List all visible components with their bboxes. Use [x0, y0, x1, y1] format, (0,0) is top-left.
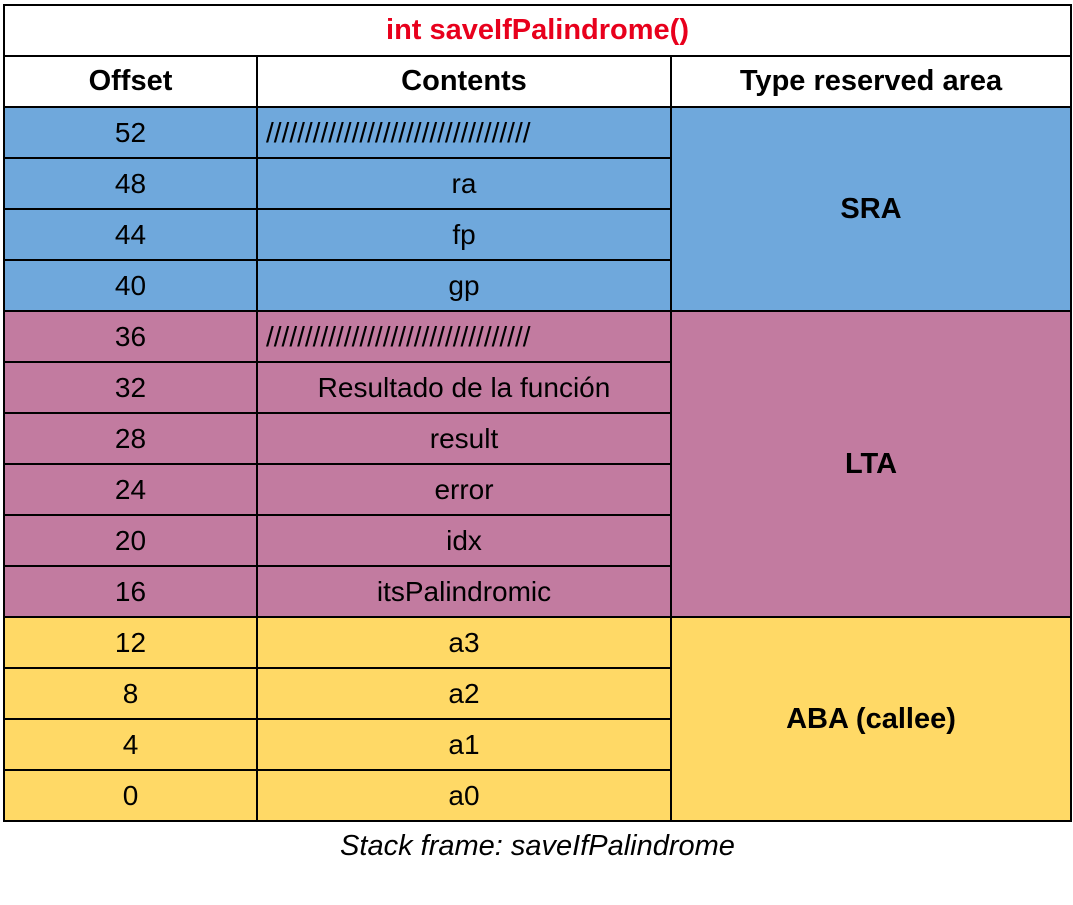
contents-cell: ra	[256, 157, 672, 210]
offset-cell: 4	[3, 718, 258, 771]
header-contents: Contents	[256, 55, 672, 108]
header-offset: Offset	[3, 55, 258, 108]
header-type: Type reserved area	[670, 55, 1072, 108]
table-row: 36//////////////////////////////////LTA	[3, 310, 1072, 618]
title-row: int saveIfPalindrome()	[3, 4, 1072, 57]
contents-cell: a3	[256, 616, 672, 669]
table-row: 12 a3 ABA (callee)	[3, 616, 1072, 822]
contents-cell: //////////////////////////////////	[256, 106, 672, 159]
contents-cell: gp	[256, 259, 672, 312]
offset-cell: 40	[3, 259, 258, 312]
contents-cell: a2	[256, 667, 672, 720]
offset-cell: 20	[3, 514, 258, 567]
contents-cell: result	[256, 412, 672, 465]
offset-cell: 0	[3, 769, 258, 822]
caption-row: Stack frame: saveIfPalindrome	[4, 820, 1071, 871]
header-row: Offset Contents Type reserved area	[3, 55, 1072, 108]
offset-cell: 44	[3, 208, 258, 261]
offset-cell: 24	[3, 463, 258, 516]
table-caption: Stack frame: saveIfPalindrome	[4, 820, 1071, 871]
contents-cell: fp	[256, 208, 672, 261]
area-label-aba: ABA (callee)	[670, 616, 1072, 822]
offset-cell: 36	[3, 310, 258, 363]
contents-cell: a0	[256, 769, 672, 822]
contents-cell: itsPalindromic	[256, 565, 672, 618]
stack-frame-table: int saveIfPalindrome() Offset Contents T…	[3, 4, 1072, 871]
offset-cell: 16	[3, 565, 258, 618]
offset-cell: 12	[3, 616, 258, 669]
area-label-lta: LTA	[670, 310, 1072, 618]
offset-cell: 8	[3, 667, 258, 720]
contents-cell: //////////////////////////////////	[256, 310, 672, 363]
table-row: 52//////////////////////////////////SRA	[3, 106, 1072, 312]
contents-cell: idx	[256, 514, 672, 567]
table-title: int saveIfPalindrome()	[3, 4, 1072, 57]
offset-cell: 32	[3, 361, 258, 414]
offset-cell: 48	[3, 157, 258, 210]
offset-cell: 52	[3, 106, 258, 159]
offset-cell: 28	[3, 412, 258, 465]
contents-cell: Resultado de la función	[256, 361, 672, 414]
area-label-sra: SRA	[670, 106, 1072, 312]
contents-cell: a1	[256, 718, 672, 771]
contents-cell: error	[256, 463, 672, 516]
